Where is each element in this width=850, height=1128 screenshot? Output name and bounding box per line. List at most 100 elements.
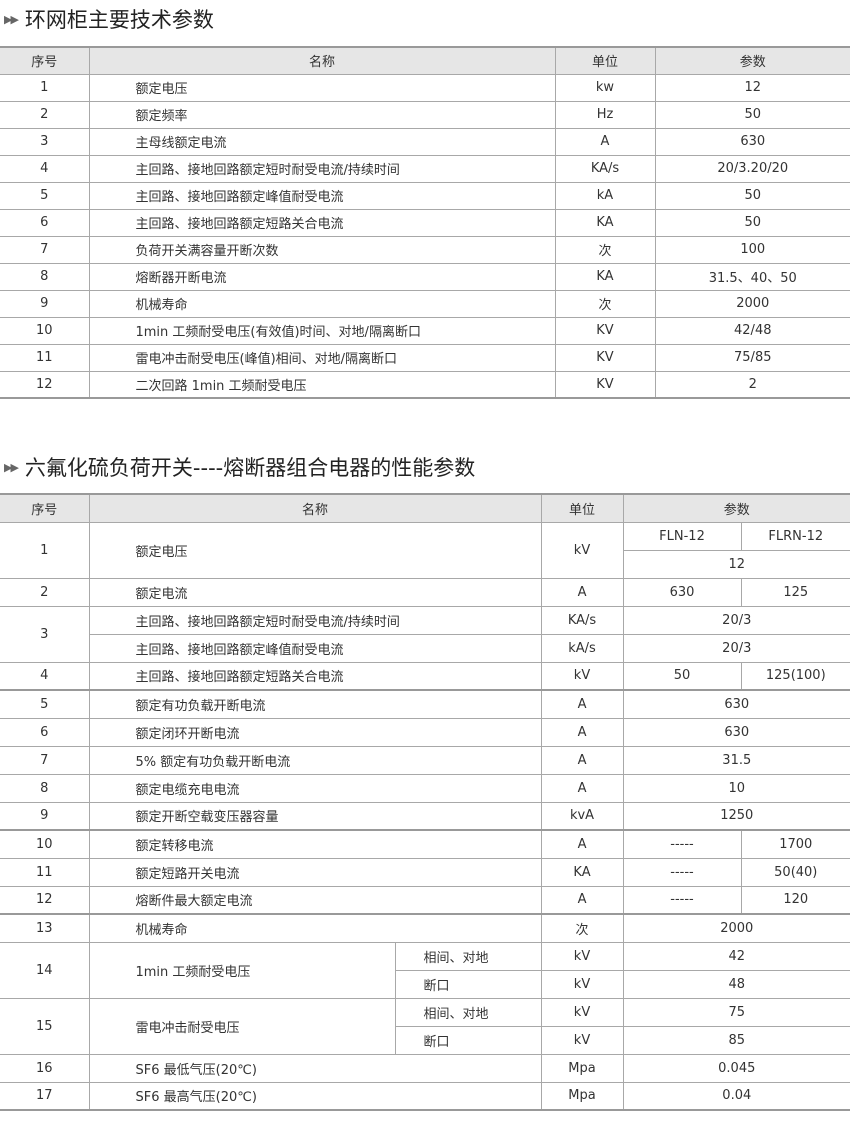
cell-name: 额定电压 <box>88 521 542 579</box>
table-row: 10 1min 工频耐受电压(有效值)时间、对地/隔离断口 KV 42/48 <box>0 316 850 345</box>
cell-no: 5 <box>0 181 90 210</box>
cell-no: 13 <box>0 913 90 943</box>
section-title-text: 环网柜主要技术参数 <box>24 8 214 32</box>
table-row: 6 额定闭环开断电流 A 630 <box>0 717 850 747</box>
switch-params-table: 序号 名称 单位 参数 1 额定电压 kV FLN-12 FLRN-12 12 … <box>0 493 850 1111</box>
cell-subname: 断口 <box>395 1025 542 1055</box>
cell-unit: A <box>540 885 624 915</box>
table-row: 11 额定短路开关电流 KA ----- 50(40) <box>0 857 850 887</box>
cell-unit: A <box>540 829 624 859</box>
model-flrn12: FLRN-12 <box>740 521 850 551</box>
cell-value: 75 <box>622 997 850 1027</box>
cell-name: 额定转移电流 <box>88 829 542 859</box>
cell-name: 额定有功负载开断电流 <box>88 689 542 719</box>
cell-no: 12 <box>0 370 90 399</box>
cell-value: 10 <box>622 773 850 803</box>
cell-value: 42 <box>622 941 850 971</box>
cell-name: 机械寿命 <box>88 289 556 318</box>
cell-unit: A <box>540 689 624 719</box>
cell-unit: kA <box>554 181 656 210</box>
cell-unit: KA/s <box>540 605 624 635</box>
cell-unit: KA <box>554 208 656 237</box>
cell-value: 1250 <box>622 801 850 831</box>
cell-name: 雷电冲击耐受电压 <box>88 997 396 1055</box>
cell-unit: KA/s <box>554 154 656 183</box>
cell-no: 11 <box>0 343 90 372</box>
cell-no: 16 <box>0 1053 90 1083</box>
table-row: 4 主回路、接地回路额定短时耐受电流/持续时间 KA/s 20/3.20/20 <box>0 154 850 183</box>
cell-value-flrn: 125(100) <box>740 661 850 691</box>
cell-unit: KA <box>554 262 656 291</box>
cell-unit: A <box>540 717 624 747</box>
cell-name: 雷电冲击耐受电压(峰值)相间、对地/隔离断口 <box>88 343 556 372</box>
cell-value-fln: ----- <box>622 829 742 859</box>
cell-subname: 相间、对地 <box>394 941 542 971</box>
section-title-2: ▶▶ 六氟化硫负荷开关----熔断器组合电器的性能参数 <box>4 452 475 482</box>
header-param: 参数 <box>622 493 850 523</box>
cell-unit: KV <box>554 316 656 345</box>
cell-value: 100 <box>654 235 850 264</box>
cell-value-flrn: 125 <box>740 577 850 607</box>
table-row: 9 额定开断空载变压器容量 kvA 1250 <box>0 801 850 831</box>
cell-no: 6 <box>0 208 90 237</box>
cell-name: 主回路、接地回路额定短时耐受电流/持续时间 <box>88 605 542 635</box>
cell-name: SF6 最高气压(20℃) <box>88 1081 542 1111</box>
section-title-text: 六氟化硫负荷开关----熔断器组合电器的性能参数 <box>24 456 476 480</box>
cell-value-fln: 630 <box>622 577 742 607</box>
cell-value: 85 <box>622 1025 850 1055</box>
cell-no: 15 <box>0 997 90 1055</box>
cell-unit: kV <box>540 941 624 971</box>
table-row: 11 雷电冲击耐受电压(峰值)相间、对地/隔离断口 KV 75/85 <box>0 343 850 372</box>
cell-value: 2000 <box>622 913 850 943</box>
cell-value: 20/3 <box>622 633 850 663</box>
cell-no: 8 <box>0 773 90 803</box>
cell-name: 主回路、接地回路额定峰值耐受电流 <box>88 181 556 210</box>
cell-name: 1min 工频耐受电压 <box>88 941 396 999</box>
table-row: 9 机械寿命次 2000 <box>0 289 850 318</box>
cell-name: 主回路、接地回路额定短时耐受电流/持续时间 <box>88 154 556 183</box>
cell-name: 1min 工频耐受电压(有效值)时间、对地/隔离断口 <box>88 316 556 345</box>
cell-value: 31.5、40、50 <box>654 262 850 291</box>
cell-no: 9 <box>0 801 90 831</box>
cell-value-fln: 50 <box>622 661 742 691</box>
table-row: 8 熔断器开断电流 KA 31.5、40、50 <box>0 262 850 291</box>
header-no: 序号 <box>0 46 90 75</box>
header-unit: 单位 <box>554 46 656 75</box>
cell-name: 额定闭环开断电流 <box>88 717 542 747</box>
section-title-1: ▶▶ 环网柜主要技术参数 <box>4 4 214 34</box>
table-row: 主回路、接地回路额定峰值耐受电流 kA/s 20/3 <box>0 633 850 663</box>
table-row: 8 额定电缆充电电流 A 10 <box>0 773 850 803</box>
cell-value: 48 <box>622 969 850 999</box>
cell-no: 17 <box>0 1081 90 1111</box>
table-row: 4 主回路、接地回路额定短路关合电流 kV 50 125(100) <box>0 661 850 691</box>
cell-name: 主母线额定电流 <box>88 127 556 156</box>
cell-unit: 次 <box>554 289 656 318</box>
cell-value: 20/3.20/20 <box>654 154 850 183</box>
cell-name: 熔断件最大额定电流 <box>88 885 542 915</box>
table-row: 断口 kV 85 <box>0 1025 850 1055</box>
table-header: 序号 名称 单位 参数 <box>0 46 850 75</box>
cell-no: 14 <box>0 941 90 999</box>
cell-no: 2 <box>0 577 90 607</box>
cell-unit: A <box>540 745 624 775</box>
cell-name: 主回路、接地回路额定短路关合电流 <box>88 208 556 237</box>
cell-unit: kvA <box>540 801 624 831</box>
cell-name: 额定电流 <box>88 577 542 607</box>
cell-value: 2 <box>654 370 850 399</box>
model-fln12: FLN-12 <box>622 521 742 551</box>
double-arrow-icon: ▶▶ <box>4 12 19 26</box>
cell-unit: A <box>540 773 624 803</box>
cell-value: 31.5 <box>622 745 850 775</box>
cell-value-flrn: 120 <box>740 885 850 915</box>
cell-unit: Mpa <box>540 1053 624 1083</box>
cell-no: 5 <box>0 689 90 719</box>
table-row: 1 额定电压 kV FLN-12 FLRN-12 <box>0 521 850 579</box>
table-row: 10 额定转移电流 A ----- 1700 <box>0 829 850 859</box>
cell-value: 12 <box>654 73 850 102</box>
table-row: 14 1min 工频耐受电压 相间、对地 kV 42 <box>0 941 850 999</box>
cell-value: 20/3 <box>622 605 850 635</box>
cell-value: 0.045 <box>622 1053 850 1083</box>
cell-name: SF6 最低气压(20℃) <box>88 1053 542 1083</box>
table-row: 12 二次回路 1min 工频耐受电压 KV 2 <box>0 370 850 399</box>
cell-name: 5% 额定有功负载开断电流 <box>88 745 542 775</box>
